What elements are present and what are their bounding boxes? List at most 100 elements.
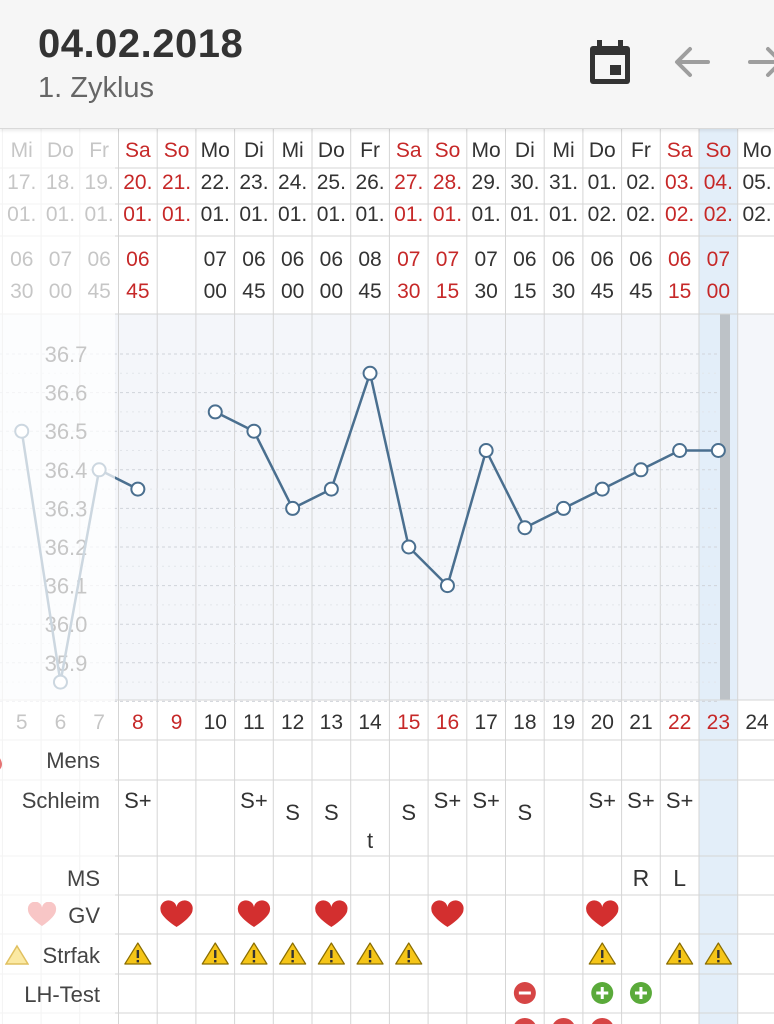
mucus-entry: S [285, 800, 300, 825]
temperature-point [672, 443, 688, 458]
day-label: 26. [355, 171, 384, 194]
time-minute: 30 [552, 280, 575, 303]
chart-background [0, 314, 774, 700]
day-label: 30. [510, 171, 539, 194]
month-label: 01. [510, 203, 539, 226]
warning-dot [252, 960, 256, 963]
weekday-label: So [435, 139, 461, 162]
y-tick-label: 36.5 [45, 419, 88, 444]
temperature-point [323, 481, 339, 497]
month-label: 01. [162, 203, 191, 226]
warning-dot [330, 960, 333, 963]
temperature-point [207, 404, 223, 420]
temperature-point [439, 578, 455, 594]
temperature-point [91, 462, 107, 478]
time-minute: 15 [513, 280, 536, 303]
warning-dot [291, 960, 294, 963]
time-hour: 06 [281, 248, 304, 271]
weekday-label: Fr [89, 139, 109, 162]
time-hour: 07 [397, 248, 420, 271]
warning-mark [717, 950, 720, 958]
time-minute: 45 [242, 280, 265, 303]
weekday-label: Mo [742, 139, 771, 162]
temperature-point [633, 462, 649, 478]
next-day-button[interactable] [742, 38, 774, 86]
warning-dot [136, 960, 140, 963]
weekday-label: Di [515, 139, 535, 162]
label-gv: GV [68, 903, 100, 928]
sign-bar [600, 987, 604, 999]
temperature-point [130, 481, 146, 497]
time-hour: 07 [707, 248, 730, 271]
mucus-entry: t [367, 828, 373, 853]
temperature-point [14, 423, 30, 439]
time-minute: 00 [320, 280, 343, 303]
time-minute: 00 [204, 280, 227, 303]
day-label: 05. [742, 171, 771, 194]
cycle-day-number: 6 [55, 711, 67, 734]
label-strfak: Strfak [42, 943, 100, 968]
temperature-point [52, 674, 68, 690]
arrow-right-icon [748, 47, 774, 77]
day-label: 21. [162, 171, 191, 194]
today-chart-highlight [699, 314, 738, 700]
mucus-entry: S+ [434, 788, 462, 813]
sign-bar [639, 987, 643, 999]
time-hour: 06 [87, 248, 110, 271]
time-hour: 06 [552, 248, 575, 271]
weekday-label: Fr [631, 139, 651, 162]
label-schleim: Schleim [21, 788, 100, 813]
day-label: 23. [239, 171, 268, 194]
weekday-label: Do [318, 139, 345, 162]
sign-bar [518, 991, 531, 995]
day-label: 20. [123, 171, 152, 194]
warning-mark [330, 950, 333, 958]
row-label-ms: MS [67, 866, 100, 892]
y-tick-label: 36.1 [45, 574, 88, 599]
month-label: 01. [433, 203, 462, 226]
calendar-button[interactable] [586, 38, 634, 86]
month-label: 01. [239, 203, 268, 226]
cycle-day-number: 17 [474, 711, 497, 734]
row-label-schleim: Schleim [22, 788, 100, 814]
warning-dot [407, 960, 410, 963]
time-minute: 15 [668, 280, 691, 303]
cycle-day-number: 12 [281, 711, 304, 734]
time-minute: 30 [10, 280, 33, 303]
time-minute: 30 [474, 280, 497, 303]
cervix-entry: R [633, 865, 650, 891]
cycle-day-number: 14 [358, 711, 382, 734]
chart-scrollbar [720, 314, 730, 700]
heart-icon [315, 900, 348, 927]
mucus-entry: S [518, 800, 533, 825]
cycle-day-number: 24 [745, 711, 769, 734]
time-hour: 06 [242, 248, 265, 271]
warning-mark [136, 950, 140, 958]
time-hour: 06 [513, 248, 536, 271]
previous-day-button[interactable] [668, 38, 716, 86]
temperature-point [285, 500, 301, 516]
mucus-entry: S+ [240, 788, 268, 813]
time-minute: 15 [436, 280, 459, 303]
mucus-entry: S+ [472, 788, 500, 813]
cycle-day-number: 22 [668, 711, 691, 734]
warning-mark [368, 950, 372, 958]
weekday-label: Sa [667, 139, 693, 162]
day-label: 29. [472, 171, 501, 194]
time-minute: 45 [358, 280, 381, 303]
temperature-point [246, 423, 262, 439]
temperature-point [362, 365, 378, 381]
day-label: 04. [704, 171, 733, 194]
heart-icon [160, 900, 193, 927]
time-minute: 45 [629, 280, 652, 303]
weekday-label: Mi [11, 139, 33, 162]
time-hour: 06 [629, 248, 652, 271]
mucus-entry: S+ [627, 788, 655, 813]
next-row-marker [591, 1018, 613, 1024]
weekday-label: Sa [125, 139, 151, 162]
cycle-subtitle: 1. Zyklus [38, 72, 155, 104]
time-hour: 07 [49, 248, 72, 271]
time-minute: 45 [87, 280, 110, 303]
label-lh-test: LH-Test [24, 982, 100, 1007]
row-label-gv: GV [28, 902, 100, 929]
